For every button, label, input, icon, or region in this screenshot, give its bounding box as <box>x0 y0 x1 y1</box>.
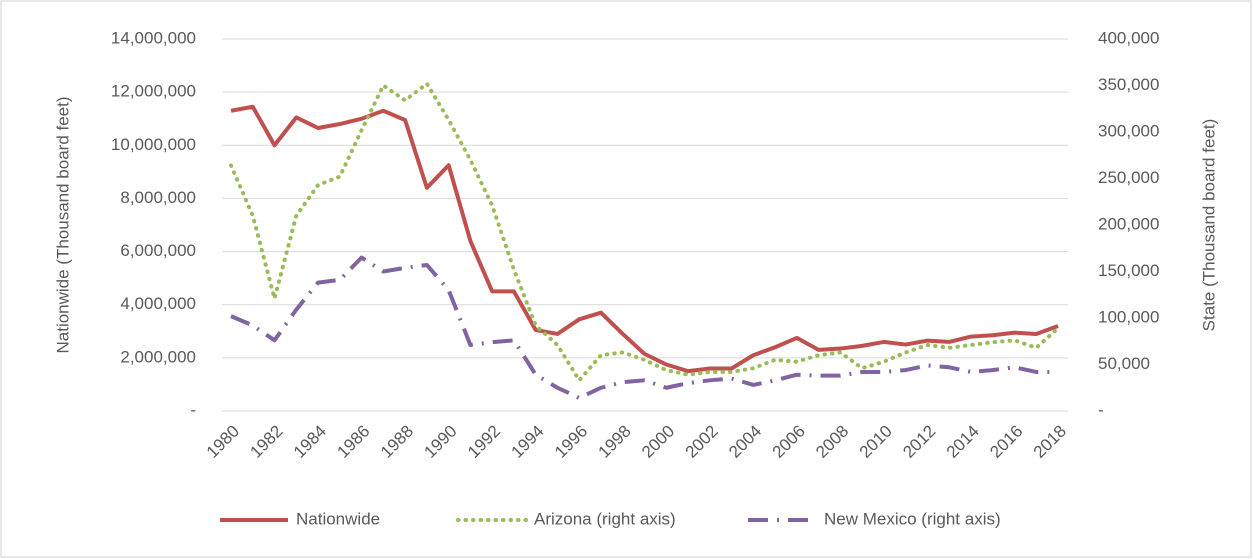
y2-tick-label: 50,000 <box>1098 354 1150 373</box>
series-line <box>230 255 1058 400</box>
y2-tick-label: 200,000 <box>1098 214 1159 233</box>
y-tick-label: 4,000,000 <box>120 294 196 313</box>
legend-label: New Mexico (right axis) <box>824 509 1001 528</box>
y-tick-label: 2,000,000 <box>120 347 196 366</box>
series-line <box>229 81 1060 383</box>
y2-tick-label: 350,000 <box>1098 75 1159 94</box>
y2-axis-label: State (Thousand board feet) <box>1199 119 1218 332</box>
y-tick-label: 12,000,000 <box>111 82 196 101</box>
y-axis-label: Nationwide (Thousand board feet) <box>53 96 72 353</box>
y-tick-label: 8,000,000 <box>120 188 196 207</box>
y-tick-label: 14,000,000 <box>111 28 196 47</box>
y2-tick-label: - <box>1098 400 1104 419</box>
legend-label: Nationwide <box>296 509 380 528</box>
legend-label: Arizona (right axis) <box>534 509 676 528</box>
y-tick-label: 6,000,000 <box>120 241 196 260</box>
y2-tick-label: 100,000 <box>1098 307 1159 326</box>
y-tick-label: - <box>190 400 196 419</box>
y2-tick-label: 250,000 <box>1098 168 1159 187</box>
y2-tick-label: 300,000 <box>1098 121 1159 140</box>
y-tick-label: 10,000,000 <box>111 135 196 154</box>
y2-tick-label: 150,000 <box>1098 261 1159 280</box>
y2-tick-label: 400,000 <box>1098 28 1159 47</box>
